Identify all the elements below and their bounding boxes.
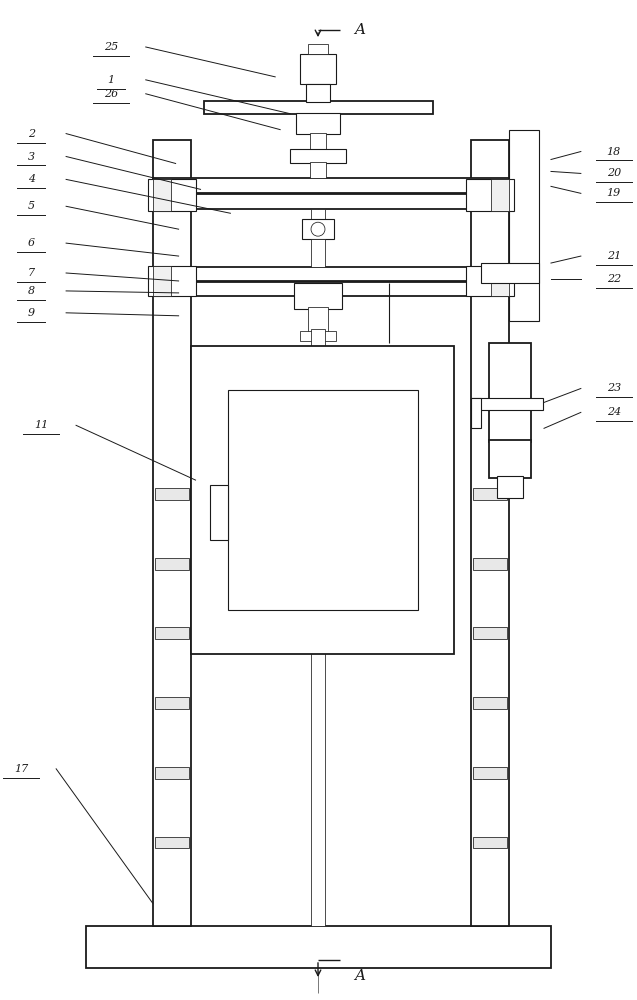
Bar	[473, 627, 507, 639]
Text: 9: 9	[27, 308, 35, 318]
Text: A: A	[354, 969, 365, 983]
Bar	[466, 179, 514, 211]
Text: A: A	[354, 23, 365, 37]
Bar	[153, 194, 509, 209]
Text: 4: 4	[27, 174, 35, 184]
Bar	[153, 140, 190, 926]
Bar	[473, 697, 507, 709]
Text: 22: 22	[606, 274, 621, 284]
Bar	[155, 767, 189, 779]
Bar	[308, 44, 328, 54]
Text: 2: 2	[27, 129, 35, 139]
Bar	[153, 267, 509, 281]
Bar	[153, 179, 171, 211]
Text: 24: 24	[606, 407, 621, 417]
Bar	[86, 926, 551, 968]
Bar	[473, 558, 507, 570]
Text: 11: 11	[34, 420, 48, 430]
Bar	[473, 488, 507, 500]
Bar	[155, 697, 189, 709]
Text: 26: 26	[104, 89, 118, 99]
Text: 17: 17	[14, 764, 29, 774]
Text: 3: 3	[27, 152, 35, 162]
Bar	[300, 54, 336, 84]
Bar	[489, 440, 531, 478]
Bar	[153, 178, 509, 193]
Bar	[310, 162, 326, 178]
Text: 1: 1	[108, 75, 115, 85]
Bar	[148, 266, 196, 296]
Bar	[290, 149, 346, 163]
Text: 18: 18	[606, 147, 621, 157]
Bar	[296, 113, 340, 134]
Bar	[153, 266, 171, 296]
Text: 5: 5	[27, 201, 35, 211]
Bar	[491, 179, 509, 211]
Bar	[308, 307, 328, 333]
Bar	[471, 140, 509, 926]
Bar	[310, 133, 326, 150]
Bar	[466, 266, 514, 296]
Bar	[310, 209, 326, 219]
Bar	[203, 101, 433, 114]
Bar	[482, 263, 539, 283]
Bar	[190, 346, 454, 654]
Bar	[310, 239, 326, 267]
Text: 7: 7	[27, 268, 35, 278]
Bar	[155, 488, 189, 500]
Bar	[491, 266, 509, 296]
Bar	[155, 558, 189, 570]
Bar	[302, 219, 334, 239]
Text: 20: 20	[606, 168, 621, 178]
Bar	[153, 282, 509, 296]
Bar	[473, 837, 507, 848]
Text: 6: 6	[27, 238, 35, 248]
Text: 21: 21	[606, 251, 621, 261]
Bar	[471, 398, 482, 428]
Bar	[155, 837, 189, 848]
Bar	[306, 84, 330, 102]
Bar	[155, 627, 189, 639]
Text: 25: 25	[104, 42, 118, 52]
Bar	[294, 283, 342, 309]
Bar	[210, 485, 229, 540]
Text: 23: 23	[606, 383, 621, 393]
Text: 19: 19	[606, 188, 621, 198]
Text: 8: 8	[27, 286, 35, 296]
Bar	[509, 130, 539, 321]
Bar	[229, 390, 418, 610]
Bar	[473, 767, 507, 779]
Bar	[497, 476, 523, 498]
Bar	[489, 343, 531, 442]
Bar	[471, 398, 543, 410]
Bar	[148, 179, 196, 211]
Bar	[300, 331, 336, 341]
Bar	[310, 329, 326, 926]
